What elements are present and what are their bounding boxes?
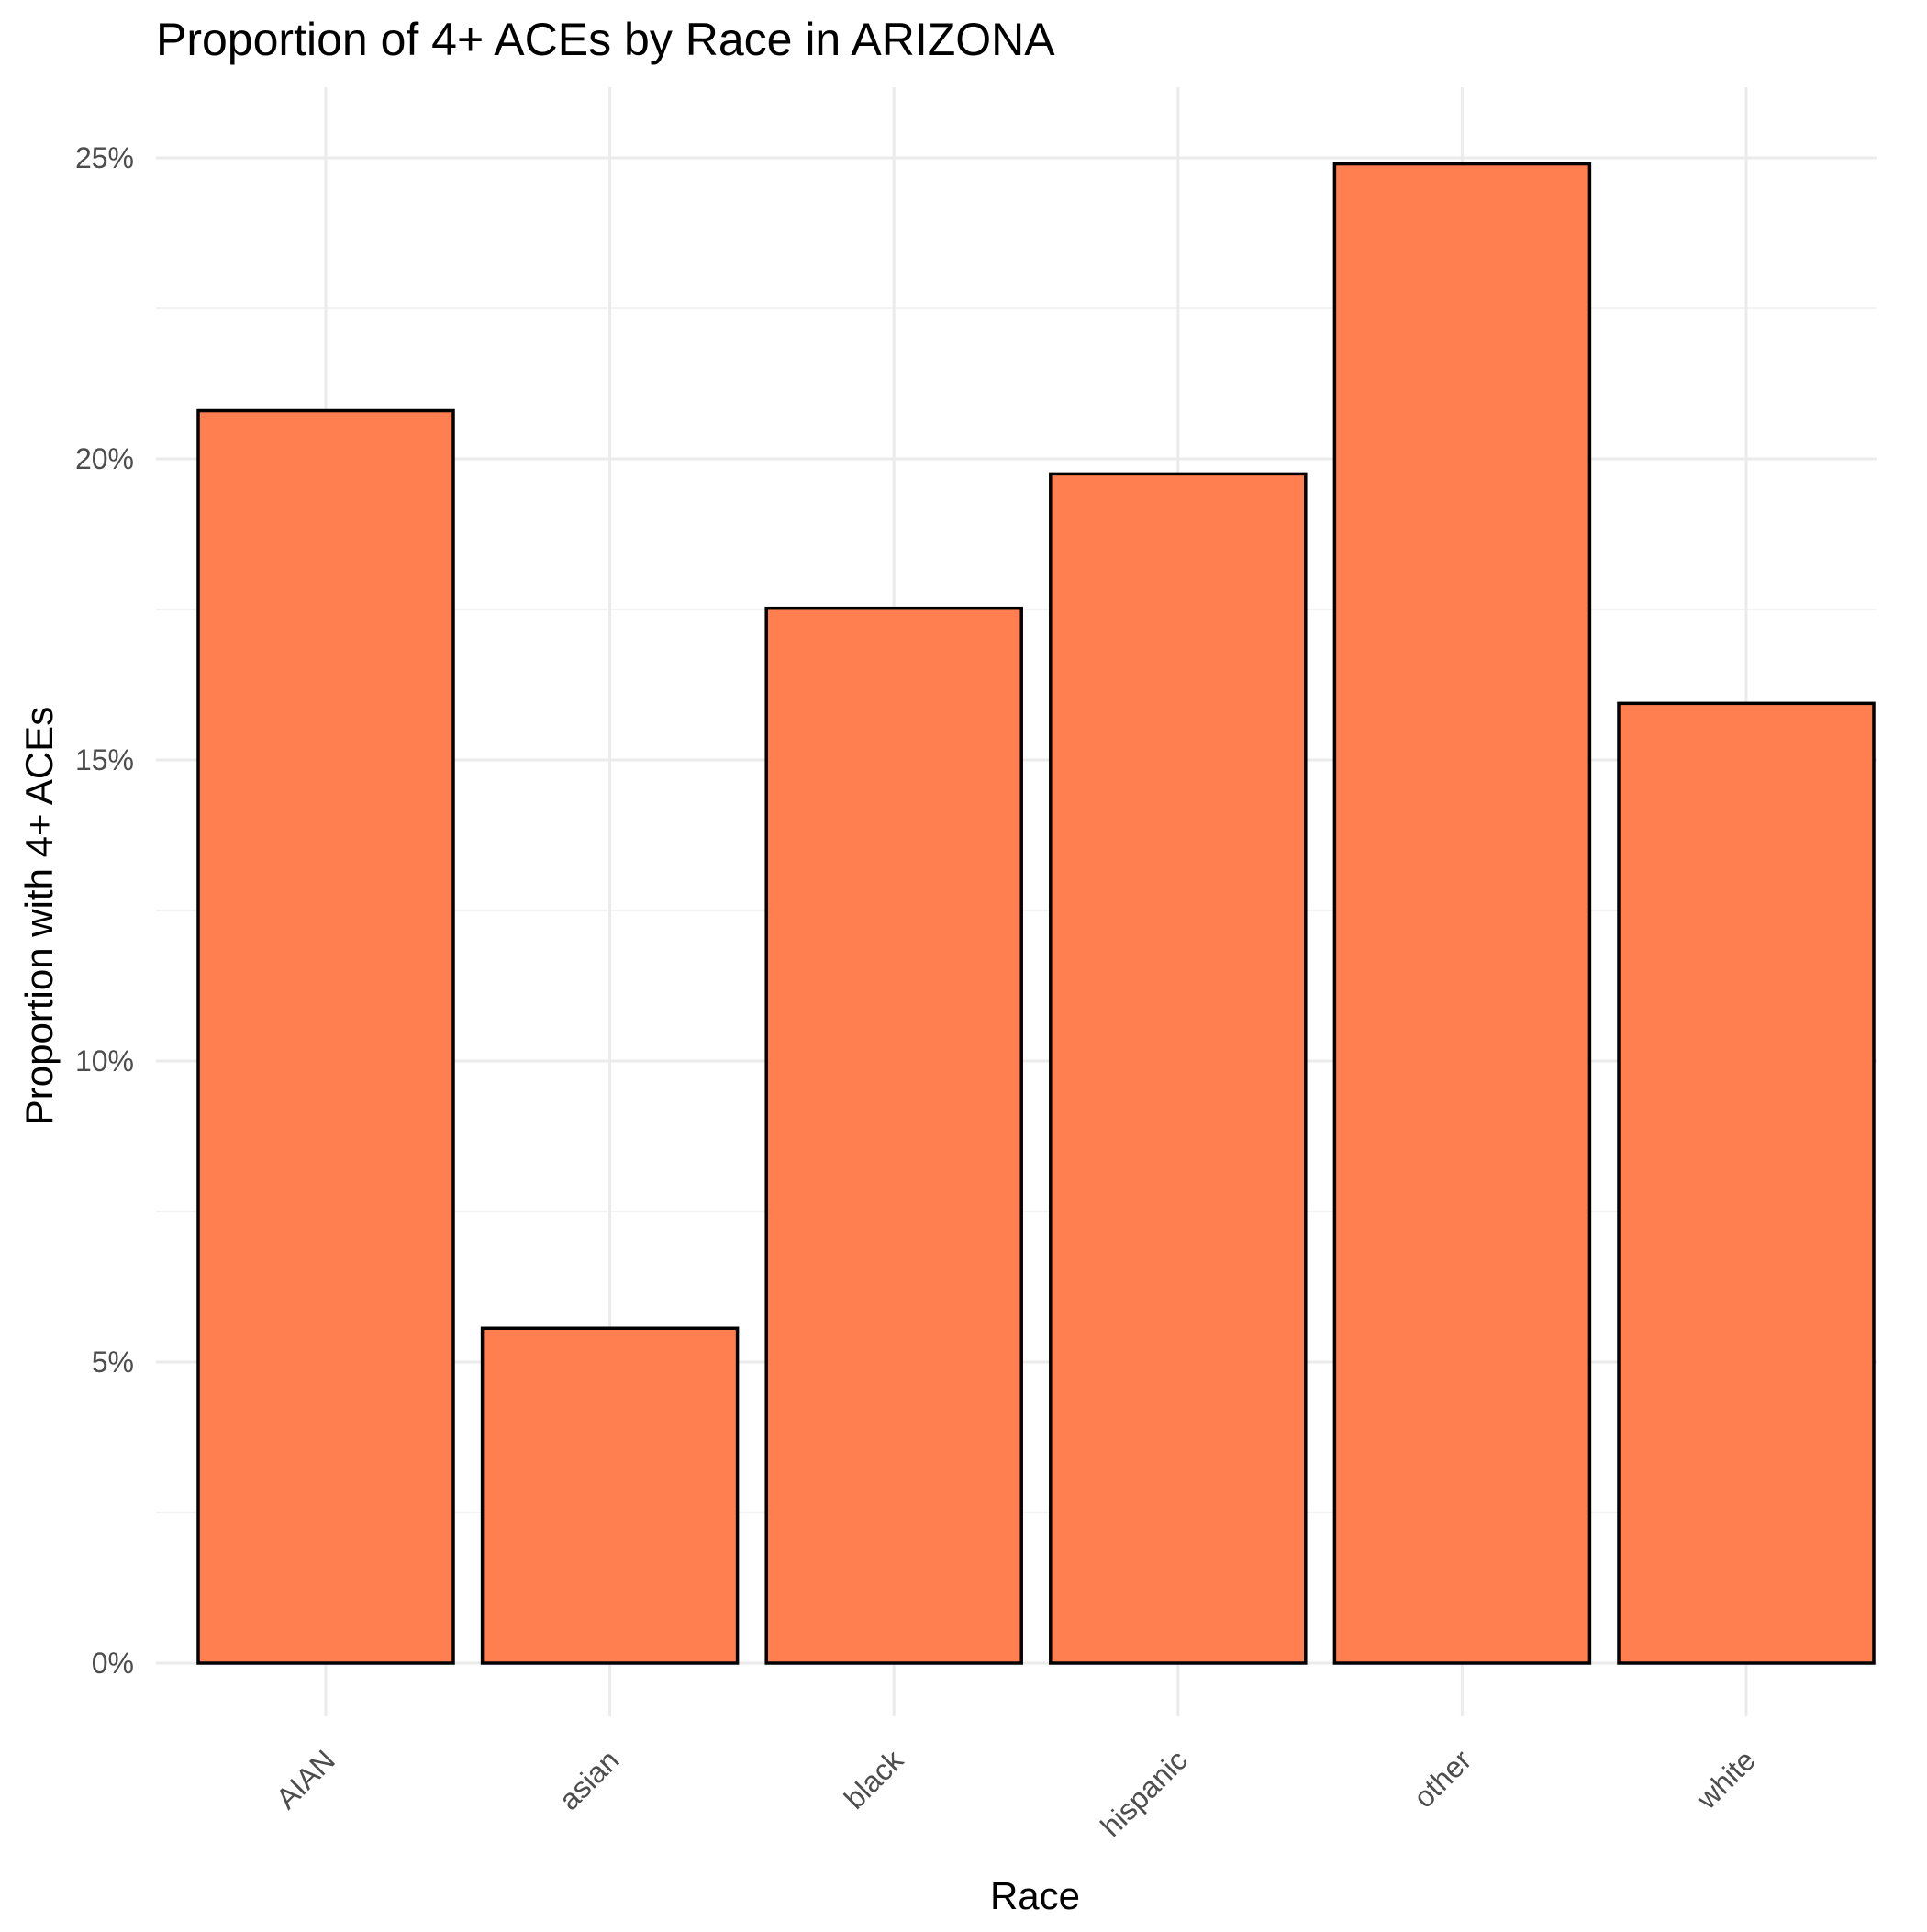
x-tick-label: asian	[552, 1743, 626, 1816]
y-tick-label: 10%	[75, 1044, 134, 1078]
bar-other	[1332, 162, 1592, 1665]
y-tick-label: 0%	[92, 1647, 134, 1680]
x-axis-ticks: AIAN asian black hispanic other white	[270, 1743, 1762, 1843]
x-tick-label: hispanic	[1094, 1743, 1193, 1842]
bar-asian	[480, 1326, 740, 1665]
bar-black	[764, 606, 1023, 1665]
chart-title: Proportion of 4+ ACEs by Race in ARIZONA	[156, 14, 1055, 65]
bar-aian	[196, 408, 455, 1665]
y-tick-label: 5%	[92, 1346, 134, 1379]
bar-white	[1617, 701, 1876, 1665]
x-tick-label: black	[838, 1743, 910, 1815]
y-axis-title: Proportion with 4+ ACEs	[17, 707, 61, 1125]
bars	[196, 162, 1876, 1665]
y-tick-label: 25%	[75, 141, 134, 174]
y-tick-label: 20%	[75, 442, 134, 475]
x-tick-label: AIAN	[270, 1743, 341, 1815]
y-axis-ticks: 0% 5% 10% 15% 20% 25%	[75, 141, 134, 1680]
bar-hispanic	[1049, 472, 1308, 1665]
x-tick-label: white	[1689, 1743, 1762, 1815]
x-tick-label: other	[1407, 1743, 1477, 1814]
x-axis-title: Race	[990, 1874, 1080, 1917]
y-tick-label: 15%	[75, 743, 134, 776]
